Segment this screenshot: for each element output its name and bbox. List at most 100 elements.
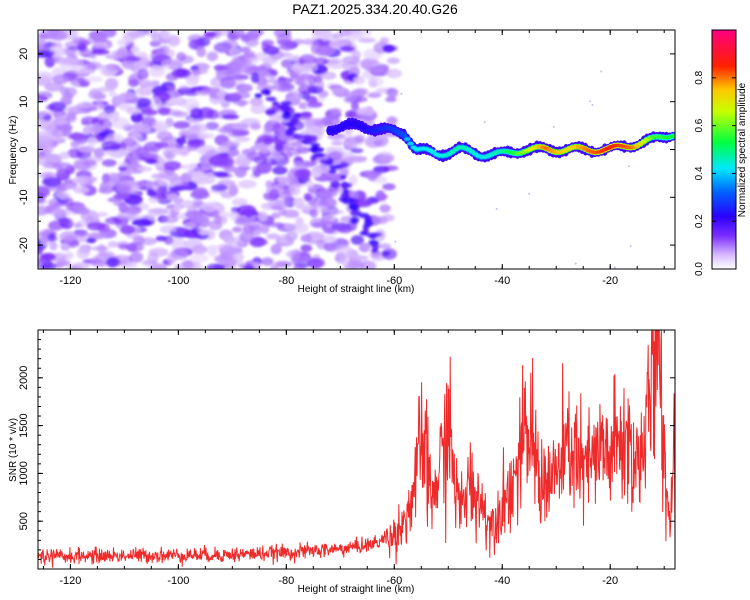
- heatmap-cell: [371, 243, 380, 251]
- heatmap-cell: [48, 220, 65, 231]
- heatmap-cell: [381, 251, 391, 256]
- heatmap-cell: [149, 40, 161, 47]
- heatmap-cell: [379, 204, 391, 213]
- heatmap-cell: [90, 126, 106, 133]
- heatmap-cell: [244, 60, 253, 67]
- heatmap-cell: [120, 224, 136, 235]
- heatmap-cell: [138, 79, 154, 89]
- heatmap-cell: [272, 122, 290, 128]
- heatmap-cell: [97, 86, 116, 93]
- heatmap-cell: [68, 132, 89, 141]
- heatmap-cell: [309, 135, 318, 142]
- snr-xtick-label: -20: [602, 575, 618, 587]
- heatmap-cell: [117, 161, 128, 168]
- heatmap-cell: [290, 141, 303, 148]
- heatmap-cell: [591, 103, 594, 106]
- heatmap-cell: [117, 92, 137, 101]
- heatmap-cell: [97, 211, 108, 217]
- heatmap-cell: [235, 136, 250, 143]
- heatmap-cell: [303, 193, 313, 202]
- heatmap-cell: [340, 174, 347, 180]
- heatmap-cell: [49, 241, 58, 251]
- heatmap-cell: [55, 115, 67, 126]
- heatmap-cell: [157, 107, 171, 116]
- heatmap-cell: [628, 165, 630, 168]
- heatmap-cell: [192, 187, 209, 199]
- heatmap-cell: [103, 104, 116, 114]
- heatmap-cell: [155, 235, 167, 242]
- heatmap-cell: [128, 78, 139, 88]
- heatmap-cell: [156, 186, 166, 194]
- heatmap-cell: [394, 240, 397, 243]
- chart-title: PAZ1.2025.334.20.40.G26: [292, 1, 458, 17]
- heatmap-cell: [176, 52, 187, 61]
- heatmap-cell: [232, 30, 245, 37]
- heatmap-cell: [220, 155, 235, 168]
- heatmap-cell: [146, 211, 158, 220]
- heatmap-cell: [232, 159, 252, 166]
- heatmap-cell: [213, 171, 229, 177]
- heatmap-cell: [91, 49, 110, 55]
- heatmap-cell: [271, 101, 280, 106]
- heatmap-cell: [257, 211, 268, 222]
- heatmap-cell: [232, 253, 245, 261]
- heatmap-cell: [274, 144, 284, 152]
- heatmap-cell: [293, 263, 306, 269]
- heatmap-cell: [249, 236, 265, 248]
- heatmap-cell: [93, 147, 105, 158]
- heatmap-cell: [93, 42, 109, 49]
- heatmap-cell: [241, 118, 260, 126]
- heatmap-cell: [387, 57, 400, 64]
- heatmap-cell: [38, 247, 43, 256]
- heatmap-cell: [350, 101, 359, 110]
- heatmap-cell: [201, 87, 221, 93]
- heatmap-cell: [201, 201, 218, 213]
- heatmap-cell: [154, 142, 169, 149]
- snr-frame: [37, 329, 676, 570]
- heatmap-cell: [325, 243, 340, 252]
- heatmap-cell: [38, 71, 54, 84]
- heatmap-cell: [312, 57, 329, 66]
- heatmap-cell: [310, 154, 317, 162]
- heatmap-cell: [161, 58, 181, 70]
- heatmap-cell: [295, 217, 304, 225]
- heatmap-cell: [116, 38, 131, 47]
- snr-ytick-label: 2000: [18, 366, 30, 390]
- heatmap-cell: [276, 52, 292, 58]
- heatmap-cell: [59, 86, 70, 96]
- heatmap-cell: [77, 101, 95, 109]
- heatmap-cell: [272, 166, 288, 175]
- heatmap-cell: [115, 48, 128, 60]
- heatmap-cell: [232, 122, 246, 130]
- heatmap-cell: [221, 114, 240, 120]
- colorbar-gradient: [712, 30, 736, 269]
- heatmap-cell: [172, 204, 182, 213]
- heatmap-cell: [328, 169, 337, 174]
- heatmap-cell: [629, 245, 632, 247]
- colorbar-tick-label: 0.8: [694, 70, 705, 84]
- heatmap-cell: [230, 60, 242, 73]
- heatmap-cell: [88, 89, 104, 100]
- heatmap-cell: [225, 247, 236, 259]
- heatmap-cell: [188, 211, 207, 223]
- heatmap-cell: [353, 75, 365, 85]
- heatmap-cell: [103, 149, 121, 156]
- heatmap-cell: [254, 93, 263, 99]
- colorbar-tick-label: 0.6: [694, 118, 705, 132]
- heatmap-cell: [331, 140, 344, 146]
- heatmap-cell: [190, 107, 203, 120]
- heatmap-cell: [241, 148, 257, 156]
- heatmap-cell: [255, 51, 268, 61]
- heatmap-cell: [137, 166, 153, 172]
- heatmap-cell: [348, 174, 358, 186]
- heatmap-cell: [73, 262, 90, 269]
- heatmap-cell: [101, 159, 117, 167]
- heatmap-cell: [125, 56, 142, 62]
- heatmap-cell: [375, 193, 388, 200]
- heatmap-cell: [300, 234, 313, 243]
- heatmap-cell: [119, 259, 128, 266]
- heatmap-cell: [55, 124, 73, 131]
- spectrogram-xtick-label: -60: [386, 275, 402, 287]
- heatmap-cell: [404, 137, 411, 141]
- heatmap-cell: [273, 80, 292, 92]
